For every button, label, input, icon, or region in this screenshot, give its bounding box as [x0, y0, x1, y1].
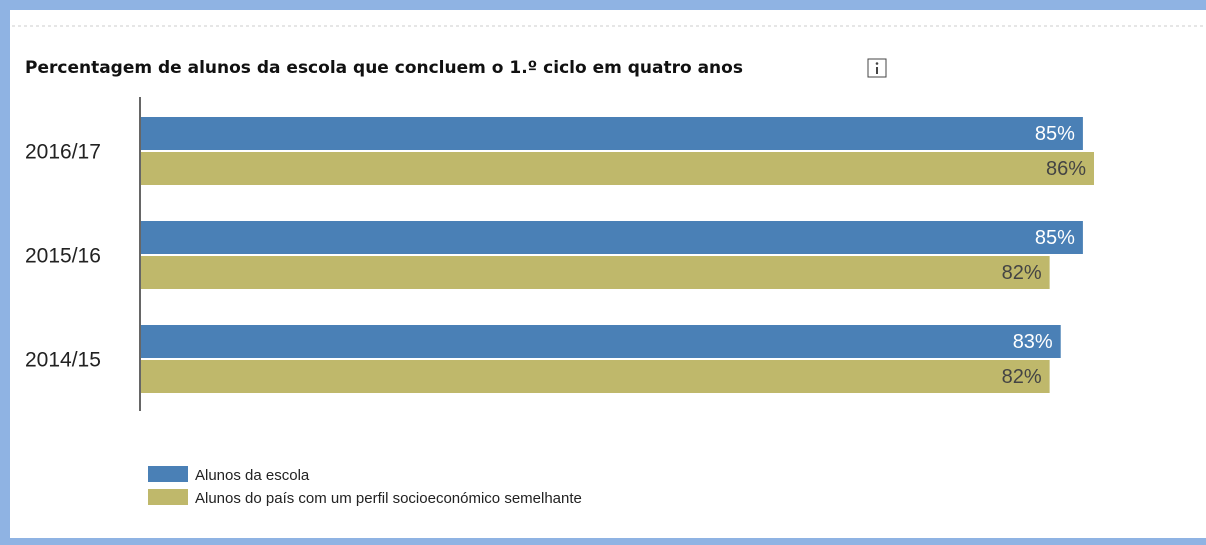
- value-label: 82%: [1002, 366, 1042, 388]
- value-label: 82%: [1002, 262, 1042, 284]
- legend-swatch: [148, 489, 188, 505]
- top-border: [0, 0, 1206, 10]
- bar: [141, 325, 1061, 358]
- value-label: 85%: [1035, 123, 1075, 145]
- category-label: 2014/15: [25, 349, 101, 372]
- info-dot: [875, 62, 879, 65]
- bar: [141, 256, 1050, 289]
- bar: [141, 221, 1083, 254]
- bar: [141, 360, 1050, 393]
- legend-label: Alunos do país com um perfil socioeconóm…: [195, 490, 582, 507]
- value-label: 83%: [1013, 331, 1053, 353]
- left-border: [0, 0, 10, 545]
- legend-swatch: [148, 466, 188, 482]
- bar: [141, 152, 1094, 185]
- value-label: 85%: [1035, 227, 1075, 249]
- info-icon[interactable]: [867, 58, 887, 78]
- category-label: 2016/17: [25, 141, 101, 164]
- legend-label: Alunos da escola: [195, 467, 310, 484]
- category-label: 2015/16: [25, 245, 101, 268]
- value-label: 86%: [1046, 158, 1086, 180]
- bar: [141, 117, 1083, 150]
- chart-title: Percentagem de alunos da escola que conc…: [25, 58, 743, 78]
- bottom-border: [0, 538, 1206, 545]
